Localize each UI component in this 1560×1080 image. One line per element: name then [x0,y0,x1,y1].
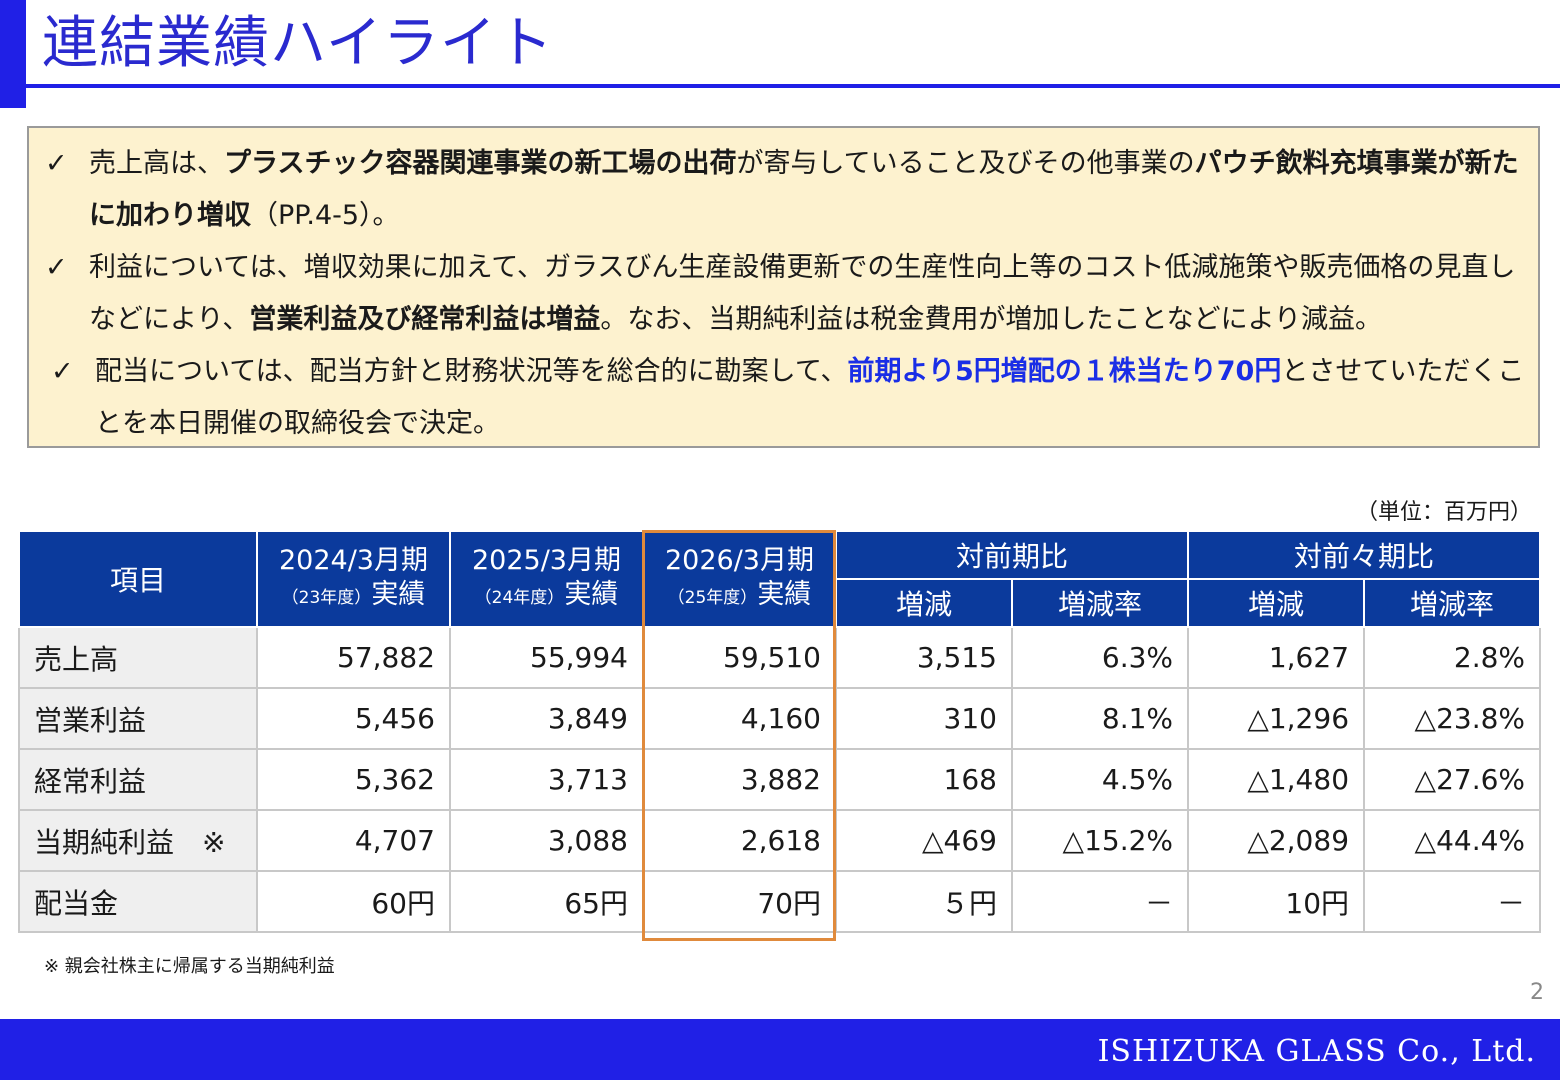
check-icon: ✓ [45,252,68,283]
footer-bar [0,1019,1560,1080]
header-change-rate: 増減率 [1010,578,1190,628]
cell-2025: 55,994 [449,626,644,689]
title-underline [26,84,1560,88]
row-label: 売上高 [18,626,258,689]
row-label: 経常利益 [18,748,258,811]
cell-change2: △2,089 [1187,809,1366,872]
row-label: 当期純利益 ※ [18,809,258,872]
cell-change2: △1,296 [1187,687,1366,750]
cell-2024: 4,707 [256,809,451,872]
cell-2026: 4,160 [642,687,837,750]
check-icon: ✓ [51,356,74,387]
cell-change: △469 [835,809,1013,872]
row-label: 営業利益 [18,687,258,750]
table-row: 営業利益 5,456 3,849 4,160 310 8.1% △1,296 △… [18,687,1542,750]
header-fy2026: 2026/3月期 （25年度）実績 [642,530,837,628]
cell-2025: 3,713 [449,748,644,811]
summary-box: ✓ 売上高は、プラスチック容器関連事業の新工場の出荷が寄与していること及びその他… [27,126,1540,448]
header-vs-prev2: 対前々期比 [1187,530,1542,580]
cell-2024: 60円 [256,870,451,933]
results-table: 項目 2024/3月期 （23年度）実績 2025/3月期 （24年度）実績 2… [18,530,1542,933]
cell-change2: △1,480 [1187,748,1366,811]
header-fy2024: 2024/3月期 （23年度）実績 [256,530,451,628]
row-label: 配当金 [18,870,258,933]
summary-bullet-dividend: ✓ 配当については、配当方針と財務状況等を総合的に勘案して、前期より5円増配の１… [51,346,1525,450]
page-title: 連結業績ハイライト [42,11,554,76]
cell-rate2: △23.8% [1363,687,1542,750]
cell-rate: △15.2% [1010,809,1190,872]
cell-rate: 6.3% [1010,626,1190,689]
table-row: 配当金 60円 65円 70円 ５円 － 10円 － [18,870,1542,933]
cell-2025: 65円 [449,870,644,933]
cell-rate2: △27.6% [1363,748,1542,811]
cell-2024: 57,882 [256,626,451,689]
cell-2026: 59,510 [642,626,837,689]
header-fy2025: 2025/3月期 （24年度）実績 [449,530,644,628]
cell-rate2: 2.8% [1363,626,1542,689]
cell-2025: 3,088 [449,809,644,872]
cell-rate: 8.1% [1010,687,1190,750]
cell-change2: 10円 [1187,870,1366,933]
header-change: 増減 [835,578,1013,628]
cell-rate2: △44.4% [1363,809,1542,872]
footnote: ※ 親会社株主に帰属する当期純利益 [44,956,335,977]
summary-bullet-sales: ✓ 売上高は、プラスチック容器関連事業の新工場の出荷が寄与していること及びその他… [45,138,1525,242]
header-change: 増減 [1187,578,1366,628]
cell-change2: 1,627 [1187,626,1366,689]
cell-2026: 3,882 [642,748,837,811]
check-icon: ✓ [45,148,68,179]
cell-change: 310 [835,687,1013,750]
summary-bullet-profit: ✓ 利益については、増収効果に加えて、ガラスびん生産設備更新での生産性向上等のコ… [45,242,1525,346]
cell-change: 168 [835,748,1013,811]
cell-change: ５円 [835,870,1013,933]
cell-2024: 5,456 [256,687,451,750]
cell-rate: 4.5% [1010,748,1190,811]
cell-2025: 3,849 [449,687,644,750]
table-row: 経常利益 5,362 3,713 3,882 168 4.5% △1,480 △… [18,748,1542,811]
cell-2024: 5,362 [256,748,451,811]
unit-label: （単位：百万円） [1355,500,1532,525]
header-change-rate: 増減率 [1363,578,1542,628]
cell-rate2: － [1363,870,1542,933]
cell-rate: － [1010,870,1190,933]
table-row: 当期純利益 ※ 4,707 3,088 2,618 △469 △15.2% △2… [18,809,1542,872]
cell-2026: 2,618 [642,809,837,872]
company-name: ISHIZUKA GLASS Co., Ltd. [1097,1034,1536,1069]
title-accent-bar [0,0,26,108]
table-row: 売上高 57,882 55,994 59,510 3,515 6.3% 1,62… [18,626,1542,689]
header-vs-prev: 対前期比 [834,530,1190,580]
cell-2026: 70円 [642,870,837,933]
header-item: 項目 [18,530,258,628]
cell-change: 3,515 [835,626,1013,689]
page-number: 2 [1530,980,1544,1005]
